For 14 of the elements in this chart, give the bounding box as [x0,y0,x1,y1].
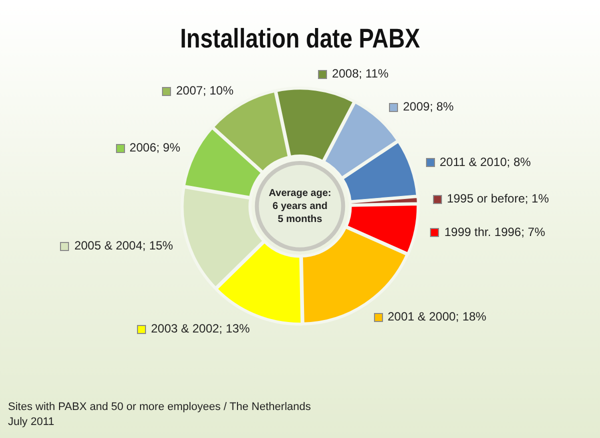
legend-label: 2011 & 2010; 8% [440,154,532,169]
text: Average age: 6 years and 5 months [268,188,332,225]
legend-label: 2008; 11% [332,66,389,81]
legend-label: 1999 thr. 1996; 7% [444,224,546,239]
legend-label: 1995 or before; 1% [446,192,550,206]
text: Sites with PABX and 50 or more employees / The Netherlands [8,400,311,415]
legend-label: 2007; 10% [176,83,234,98]
legend-label: 2009; 8% [402,100,454,114]
legend-label: 2003 & 2002; 13% [151,322,250,336]
legend-label: 2005 & 2004; 15% [74,238,174,252]
text: July 2011 [8,415,56,430]
legend-label: 2006; 9% [130,140,181,155]
chart-title: Installation date PABX [180,24,420,54]
legend-label: 2001 & 2000; 18% [388,309,487,324]
